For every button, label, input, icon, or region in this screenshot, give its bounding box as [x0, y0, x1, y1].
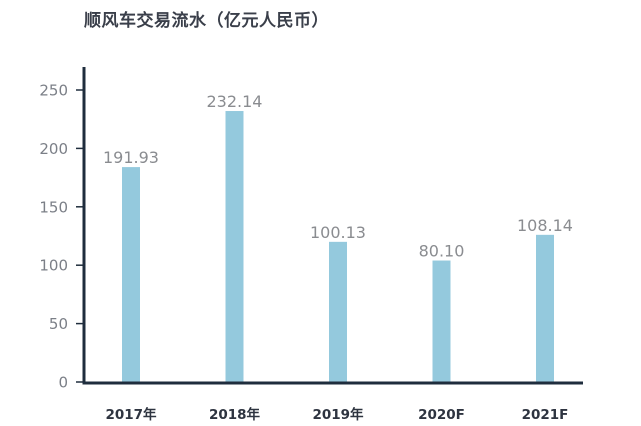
category-label: 2020F: [418, 407, 465, 423]
y-tick-label: 150: [39, 198, 68, 216]
category-labels: 2017年 2018年 2019年 2020F 2021F: [105, 406, 568, 423]
bar: [432, 260, 451, 382]
data-label: 100.13: [310, 223, 366, 242]
data-label: 80.10: [419, 242, 465, 261]
y-tick-label: 200: [39, 140, 68, 158]
bar: [225, 111, 244, 383]
data-labels: 191.93 232.14 100.13 80.10 108.14: [103, 92, 573, 261]
bar: [329, 241, 347, 382]
y-tick-label: 100: [39, 257, 68, 275]
y-tick-label: 250: [39, 82, 68, 100]
bar: [536, 234, 554, 382]
category-label: 2018年: [209, 406, 261, 423]
bars: [122, 111, 554, 383]
y-axis-ticks: 0 50 100 150 200 250: [39, 82, 84, 392]
data-label: 191.93: [103, 148, 159, 167]
data-label: 232.14: [207, 92, 263, 111]
y-tick-label: 0: [58, 374, 68, 392]
category-label: 2019年: [312, 406, 364, 423]
bar: [122, 167, 140, 382]
category-label: 2017年: [105, 406, 157, 423]
category-label: 2021F: [522, 407, 569, 423]
chart-title: 顺风车交易流水（亿元人民币）: [84, 11, 329, 31]
data-label: 108.14: [517, 216, 573, 235]
y-tick-label: 50: [49, 315, 68, 333]
